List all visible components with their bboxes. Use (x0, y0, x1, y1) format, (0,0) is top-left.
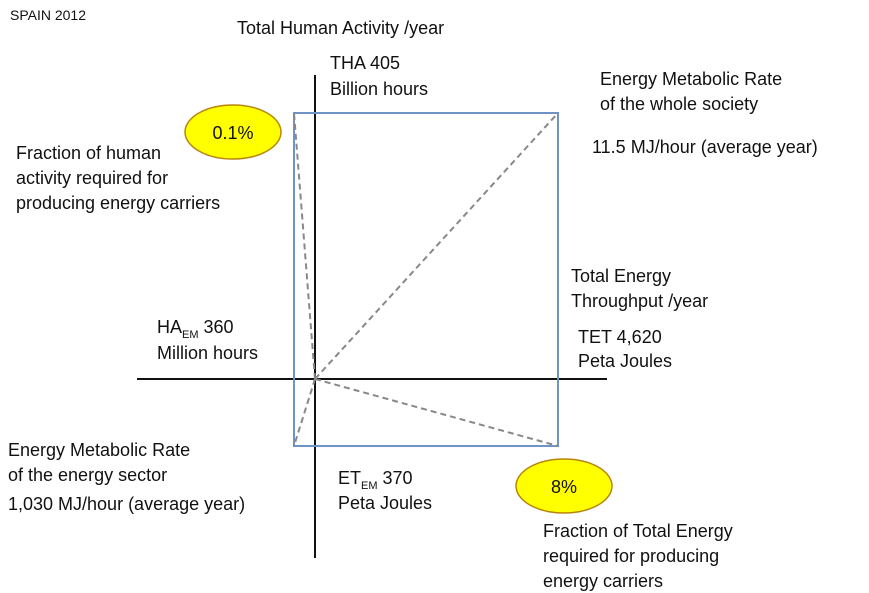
axis-label: Total Human Activity /year (237, 18, 444, 38)
label: producing energy carriers (16, 193, 220, 213)
axis-label: Throughput /year (571, 291, 708, 311)
label: Energy Metabolic Rate (600, 69, 782, 89)
diagonal (314, 112, 559, 380)
box (293, 112, 559, 447)
diagonal (293, 112, 316, 380)
label: of the energy sector (8, 465, 167, 485)
label: energy carriers (543, 571, 663, 591)
diagonal (314, 378, 559, 447)
label: activity required for (16, 168, 168, 188)
title: SPAIN 2012 (10, 7, 86, 23)
label: Fraction of human (16, 143, 161, 163)
label-part: ET (338, 468, 361, 488)
label: of the whole society (600, 94, 758, 114)
subscript: EM (361, 480, 378, 492)
label: Million hours (157, 343, 258, 363)
label: 11.5 MJ/hour (average year) (592, 137, 818, 157)
label-part: 370 (383, 468, 413, 488)
label: Energy Metabolic Rate (8, 440, 190, 460)
axis-label: Total Energy (571, 266, 671, 286)
label: 1,030 MJ/hour (average year) (8, 494, 245, 514)
label: TET 4,620 (578, 327, 662, 347)
label: THA 405 (330, 53, 400, 73)
label: required for producing (543, 546, 719, 566)
label-part: HA (157, 317, 182, 337)
subscript: EM (182, 329, 199, 341)
badge-label: 8% (551, 477, 577, 497)
label: HAEM 360 (157, 317, 234, 341)
label: Peta Joules (578, 351, 672, 371)
label: Peta Joules (338, 493, 432, 513)
diagonals (293, 112, 559, 447)
badge-label: 0.1% (212, 123, 253, 143)
diagonal (293, 378, 316, 447)
badge (184, 104, 282, 160)
label: Billion hours (330, 79, 428, 99)
badge (515, 458, 613, 514)
label: ETEM 370 (338, 468, 413, 492)
label: Fraction of Total Energy (543, 521, 733, 541)
label-part: 360 (204, 317, 234, 337)
